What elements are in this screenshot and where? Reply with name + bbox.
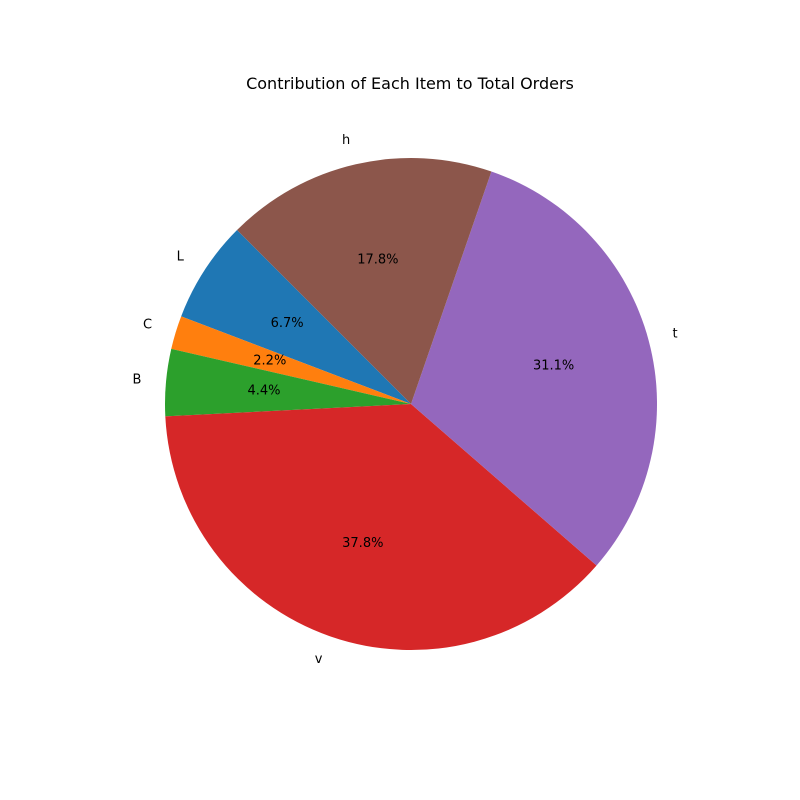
slice-label-C: C (143, 318, 152, 333)
pie-slice-h (237, 157, 492, 404)
slice-label-h: h (342, 133, 350, 148)
slice-percent-h: 17.8% (357, 253, 398, 268)
slice-percent-B: 4.4% (247, 384, 280, 399)
pie-labels: L 6.7% C 2.2% B 4.4% v 37.8% t 31.1% h 17.8% (132, 133, 677, 667)
slice-percent-t: 31.1% (533, 358, 574, 373)
slice-label-t: t (673, 327, 678, 342)
pie-slice-C (171, 316, 411, 404)
slice-percent-v: 37.8% (342, 536, 383, 551)
slice-percent-L: 6.7% (271, 316, 304, 331)
pie-slice-B (165, 348, 411, 417)
slice-label-L: L (177, 249, 185, 264)
pie-slice-L (181, 230, 411, 404)
pie-slices (165, 157, 658, 651)
chart-title: Contribution of Each Item to Total Order… (246, 74, 574, 93)
slice-label-B: B (132, 373, 141, 388)
slice-label-v: v (315, 652, 323, 667)
pie-slice-v (165, 404, 597, 651)
slice-percent-C: 2.2% (253, 354, 286, 369)
pie-slice-t (411, 171, 658, 566)
